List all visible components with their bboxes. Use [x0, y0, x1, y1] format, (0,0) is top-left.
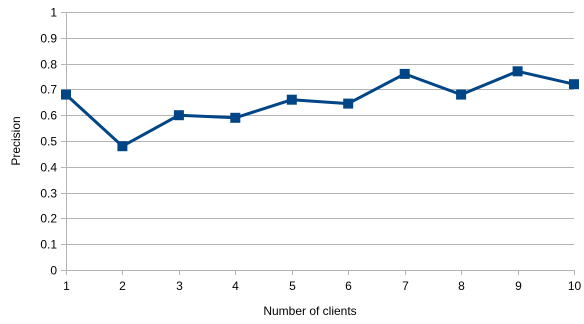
y-tick-label: 0.3 [40, 187, 57, 201]
y-tick-label: 0.4 [40, 161, 57, 175]
y-tick-labels: 0 0.1 0.2 0.3 0.4 0.5 0.6 0.7 0.8 0.9 1 [40, 6, 66, 278]
y-axis-title: Precision [9, 116, 23, 165]
x-tick-label: 7 [402, 279, 409, 293]
x-axis-title: Number of clients [263, 304, 356, 318]
gridlines [66, 12, 574, 245]
x-tick-label: 6 [345, 279, 352, 293]
x-tick-label: 4 [232, 279, 239, 293]
x-tick-label: 3 [176, 279, 183, 293]
x-tick-label: 5 [289, 279, 296, 293]
y-tick-label: 1 [50, 6, 57, 20]
x-tick-labels: 1 2 3 4 5 6 7 8 9 10 [63, 270, 581, 293]
x-tick-label: 1 [63, 279, 70, 293]
data-point-marker [343, 98, 354, 109]
data-point-marker [173, 110, 184, 121]
data-point-marker [569, 79, 579, 90]
x-tick-label: 2 [119, 279, 126, 293]
y-tick-label: 0.2 [40, 212, 57, 226]
series-line [64, 69, 575, 148]
series-group [61, 66, 579, 152]
x-tick-label: 9 [515, 279, 522, 293]
data-point-marker [512, 66, 523, 77]
y-tick-label: 0.8 [40, 58, 57, 72]
y-tick-label: 0.1 [40, 238, 57, 252]
x-tick-label: 10 [568, 279, 582, 293]
data-point-marker [230, 112, 241, 123]
y-tick-label: 0.6 [40, 109, 57, 123]
data-point-marker [61, 89, 71, 100]
y-tick-label: 0.7 [40, 83, 57, 97]
data-point-marker [286, 94, 297, 105]
data-point-marker [399, 68, 410, 79]
data-point-marker [456, 89, 467, 100]
axes [66, 12, 574, 275]
data-point-marker [117, 141, 128, 152]
y-tick-label: 0 [50, 264, 57, 278]
x-tick-label: 8 [458, 279, 465, 293]
y-tick-label: 0.5 [40, 135, 57, 149]
y-tick-label: 0.9 [40, 32, 57, 46]
